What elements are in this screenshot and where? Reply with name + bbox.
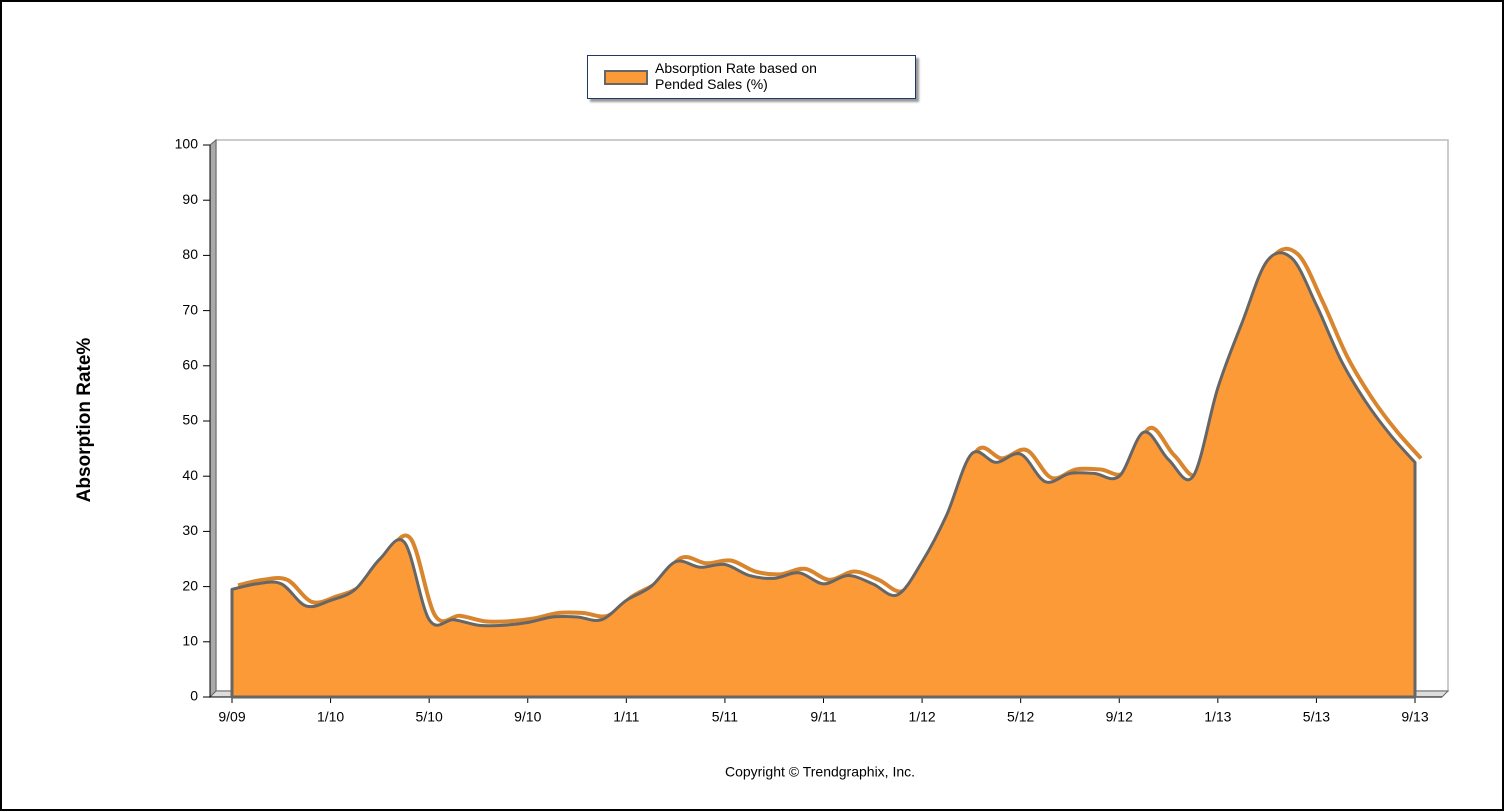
left-wall — [209, 138, 217, 699]
x-tick-label: 5/10 — [416, 709, 443, 725]
legend: Absorption Rate based on Pended Sales (%… — [587, 55, 916, 99]
area — [230, 251, 1417, 699]
legend-swatch — [604, 70, 648, 85]
x-tick-label: 1/12 — [908, 709, 935, 725]
x-tick-label: 1/10 — [317, 709, 344, 725]
y-axis-title: Absorption Rate% — [74, 338, 95, 503]
legend-label: Absorption Rate based on Pended Sales (%… — [655, 60, 817, 92]
footer: Copyright © Trendgraphix, Inc. — [725, 764, 915, 780]
y-tick-label: 0 — [190, 688, 198, 704]
x-tick-label: 1/13 — [1204, 709, 1231, 725]
y-tick-label: 50 — [182, 412, 198, 428]
y-tick-label: 20 — [182, 577, 198, 593]
x-tick-label: 9/09 — [218, 709, 245, 725]
y-tick-label: 100 — [175, 136, 199, 152]
y-tick-label: 70 — [182, 301, 198, 317]
x-tick-label: 5/11 — [712, 709, 738, 725]
x-tick-label: 9/13 — [1401, 709, 1428, 725]
x-tick-label: 5/12 — [1007, 709, 1034, 725]
y-tick-label: 80 — [182, 246, 198, 262]
x-tick-label: 5/13 — [1303, 709, 1330, 725]
y-tick-label: 30 — [182, 522, 198, 538]
x-tick-label: 9/12 — [1106, 709, 1133, 725]
x-tick-label: 9/11 — [810, 709, 836, 725]
y-tick-label: 10 — [182, 633, 198, 649]
y-tick-label: 90 — [182, 191, 198, 207]
y-tick-label: 40 — [182, 467, 198, 483]
x-tick-label: 1/11 — [613, 709, 639, 725]
x-tick-label: 9/10 — [514, 709, 541, 725]
y-tick-label: 60 — [182, 357, 198, 373]
